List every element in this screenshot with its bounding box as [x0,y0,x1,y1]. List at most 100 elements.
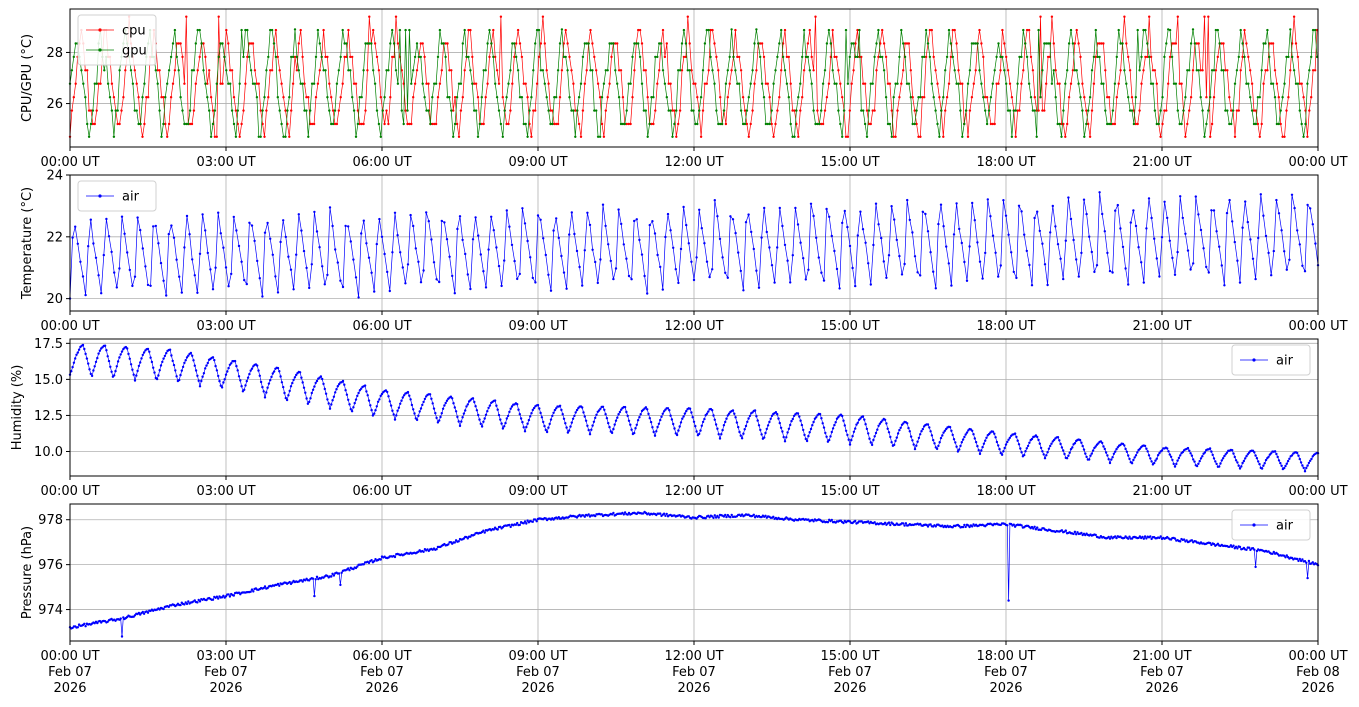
data-point [651,220,654,223]
data-point [1250,82,1254,85]
data-point [1114,535,1117,538]
data-point [1051,204,1055,208]
data-point [909,69,912,72]
data-point [1254,277,1257,281]
data-point [464,409,467,412]
data-point [237,244,241,248]
data-point [755,28,758,31]
y-tick-label: 22 [46,230,63,245]
data-point [1298,109,1302,112]
data-point [847,438,850,441]
data-point [1212,69,1216,72]
data-point [934,109,937,112]
data-point [330,575,333,578]
data-point [572,82,575,85]
data-point [362,563,365,566]
data-point [665,42,668,45]
data-point [331,122,335,126]
data-point [499,122,503,126]
data-point [919,522,922,526]
data-point [777,417,780,420]
data-point [366,69,369,72]
data-point [1115,55,1119,59]
data-point [598,135,602,138]
data-point [1195,69,1199,72]
data-point [526,96,529,99]
data-point [1102,445,1105,448]
data-point [1284,464,1287,468]
data-point [869,441,872,444]
data-point [1186,446,1190,450]
data-point [324,55,327,59]
data-point [948,425,952,429]
data-point [522,122,525,126]
data-point [711,268,714,271]
data-point [404,109,407,112]
data-point [543,424,546,428]
data-point [314,578,317,581]
data-point [219,82,222,85]
data-point [1147,454,1151,457]
data-point [185,15,188,18]
data-point [1036,526,1039,529]
data-point [965,279,969,282]
data-point [461,238,464,242]
data-point [1305,561,1308,564]
data-point [607,421,610,425]
data-point [1222,69,1225,72]
data-point [1108,537,1112,540]
data-point [1262,214,1265,217]
data-point [1043,109,1046,112]
data-point [746,420,749,424]
x-tick-label: 18:00 UT [976,155,1035,170]
data-point [389,42,392,45]
data-point [488,28,491,32]
data-point [1041,450,1044,453]
data-point [160,135,163,138]
data-point [351,96,354,99]
data-point [198,252,202,255]
data-point [393,418,397,421]
data-point [995,82,998,85]
data-point [295,55,299,59]
data-point [1155,457,1159,460]
data-point [1161,96,1164,99]
data-point [669,109,672,112]
data-point [1235,69,1239,72]
data-point [321,377,324,381]
data-point [1306,464,1309,467]
data-point [1201,455,1204,458]
data-point [757,42,760,45]
data-point [713,514,716,517]
data-point [1016,439,1019,442]
data-point [1216,28,1220,32]
data-point [526,135,529,138]
data-point [1006,69,1010,72]
data-point [278,584,281,587]
data-point [1241,55,1244,59]
data-point [711,409,714,412]
data-point [804,437,807,441]
x-tick-label: 03:00 UT [196,319,255,334]
data-point [166,135,169,138]
data-point [1266,69,1269,72]
data-point [1020,524,1023,527]
data-point [310,263,313,266]
data-point [630,278,633,281]
data-point [596,281,599,285]
data-point [799,419,802,422]
data-point [495,404,498,407]
data-point [180,291,183,294]
data-point [816,109,819,112]
data-point [648,223,651,227]
data-point [1092,82,1096,85]
data-point [444,401,447,405]
data-point [514,523,518,526]
data-point [895,238,898,242]
data-point [1207,15,1210,18]
data-point [87,245,90,248]
data-point [87,135,91,138]
data-point [1214,460,1217,463]
data-point [862,82,865,85]
data-point [587,513,590,516]
